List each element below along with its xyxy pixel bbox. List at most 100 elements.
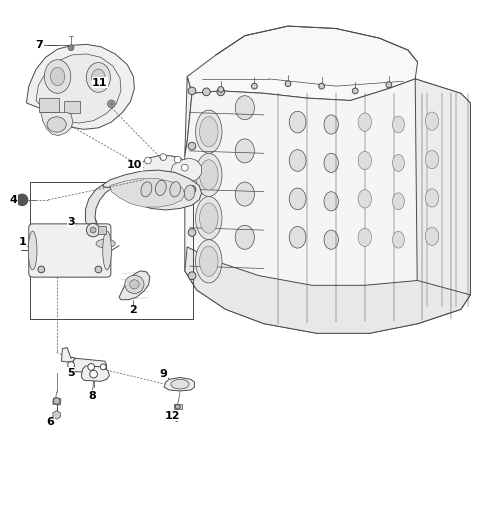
Text: 6: 6 [47, 417, 54, 427]
Ellipse shape [170, 182, 180, 197]
Bar [64, 102, 80, 113]
Ellipse shape [130, 280, 139, 289]
Polygon shape [73, 358, 107, 372]
Ellipse shape [425, 112, 439, 130]
Circle shape [95, 266, 102, 273]
Ellipse shape [125, 275, 144, 293]
Polygon shape [185, 247, 470, 333]
Ellipse shape [235, 96, 254, 120]
Ellipse shape [324, 230, 338, 249]
Circle shape [90, 370, 97, 378]
Circle shape [188, 87, 196, 95]
Ellipse shape [358, 113, 372, 131]
Circle shape [109, 102, 113, 106]
Ellipse shape [358, 190, 372, 208]
Ellipse shape [425, 189, 439, 207]
Polygon shape [41, 112, 73, 135]
Ellipse shape [200, 203, 218, 233]
Circle shape [108, 100, 115, 108]
Ellipse shape [392, 193, 404, 210]
Polygon shape [142, 156, 190, 181]
Text: 8: 8 [88, 391, 96, 401]
Circle shape [160, 154, 167, 161]
Text: 12: 12 [165, 411, 180, 421]
Text: 11: 11 [92, 78, 108, 88]
Ellipse shape [196, 110, 222, 153]
Ellipse shape [141, 182, 152, 197]
Ellipse shape [156, 180, 166, 195]
Ellipse shape [200, 160, 218, 190]
Text: 7: 7 [36, 41, 43, 50]
Circle shape [181, 164, 188, 171]
Polygon shape [110, 178, 185, 207]
Ellipse shape [103, 231, 111, 270]
Ellipse shape [289, 111, 306, 133]
Circle shape [188, 272, 196, 280]
Ellipse shape [86, 63, 110, 92]
Circle shape [16, 194, 28, 206]
Ellipse shape [196, 240, 222, 283]
Polygon shape [85, 185, 113, 244]
Circle shape [386, 82, 392, 88]
Circle shape [100, 364, 106, 370]
Text: 3: 3 [67, 217, 75, 227]
Ellipse shape [358, 151, 372, 170]
Polygon shape [187, 26, 418, 101]
Ellipse shape [392, 231, 404, 248]
Circle shape [68, 362, 74, 368]
Ellipse shape [324, 192, 338, 211]
Ellipse shape [289, 188, 306, 210]
Polygon shape [119, 271, 150, 300]
Text: 5: 5 [67, 368, 75, 378]
Ellipse shape [28, 231, 37, 270]
Ellipse shape [44, 60, 71, 93]
Ellipse shape [47, 117, 66, 132]
Ellipse shape [196, 153, 222, 196]
Polygon shape [415, 79, 470, 324]
Ellipse shape [92, 69, 105, 86]
Circle shape [252, 83, 257, 89]
Ellipse shape [50, 67, 65, 86]
Bar [98, 226, 106, 234]
Circle shape [144, 157, 151, 164]
Ellipse shape [235, 182, 254, 206]
Ellipse shape [200, 116, 218, 147]
Circle shape [188, 186, 196, 193]
Bar [30, 182, 193, 319]
Polygon shape [26, 44, 134, 129]
Ellipse shape [324, 153, 338, 172]
Polygon shape [185, 76, 192, 156]
Polygon shape [53, 410, 60, 419]
Bar [174, 404, 182, 409]
Circle shape [218, 87, 224, 92]
Circle shape [188, 142, 196, 150]
Polygon shape [61, 348, 75, 362]
Polygon shape [185, 79, 470, 333]
Ellipse shape [358, 228, 372, 246]
Text: 1: 1 [19, 237, 27, 247]
Circle shape [38, 266, 45, 273]
Circle shape [53, 398, 60, 404]
Circle shape [188, 229, 196, 236]
Circle shape [285, 81, 291, 87]
Polygon shape [36, 54, 121, 123]
Circle shape [68, 45, 74, 51]
Ellipse shape [324, 115, 338, 134]
FancyBboxPatch shape [29, 224, 111, 277]
Ellipse shape [235, 139, 254, 163]
Ellipse shape [289, 150, 306, 171]
Ellipse shape [200, 246, 218, 277]
Polygon shape [164, 378, 194, 391]
Text: 4: 4 [10, 195, 17, 205]
Bar [39, 98, 59, 111]
Polygon shape [82, 366, 109, 381]
Ellipse shape [289, 227, 306, 248]
Ellipse shape [425, 150, 439, 169]
Circle shape [174, 156, 181, 163]
Circle shape [319, 83, 324, 89]
Circle shape [86, 223, 100, 237]
Ellipse shape [392, 116, 404, 133]
Ellipse shape [171, 380, 189, 389]
Ellipse shape [235, 225, 254, 249]
Ellipse shape [96, 239, 115, 248]
